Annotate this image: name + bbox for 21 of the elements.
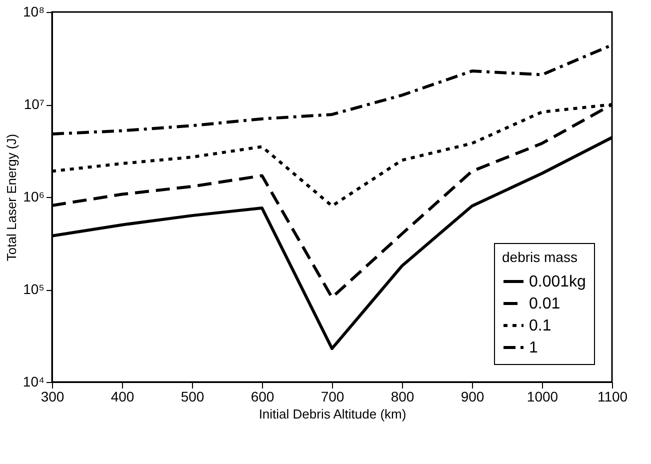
y-tick-label: 10⁷ bbox=[24, 96, 44, 112]
x-tick-label: 1100 bbox=[597, 388, 628, 404]
legend-title: debris mass bbox=[502, 249, 578, 265]
x-tick-label: 500 bbox=[180, 388, 204, 404]
legend-label: 0.01 bbox=[529, 296, 560, 312]
legend-label: 1 bbox=[529, 340, 538, 356]
x-tick-label: 1000 bbox=[526, 388, 558, 404]
x-tick-label: 600 bbox=[250, 388, 274, 404]
y-axis-title: Total Laser Energy (J) bbox=[4, 134, 19, 262]
x-tick-label: 300 bbox=[40, 388, 64, 404]
x-tick-label: 800 bbox=[390, 388, 414, 404]
x-tick-label: 900 bbox=[460, 388, 484, 404]
y-tick-label: 10⁶ bbox=[23, 188, 44, 204]
y-tick-label: 10⁵ bbox=[23, 281, 44, 297]
x-tick-label: 700 bbox=[320, 388, 344, 404]
legend-label: 0.001kg bbox=[529, 274, 586, 290]
y-tick-label: 10⁸ bbox=[23, 4, 45, 20]
x-tick-label: 400 bbox=[110, 388, 134, 404]
legend-label: 0.1 bbox=[529, 318, 552, 334]
y-tick-label: 10⁴ bbox=[22, 374, 44, 390]
x-axis-title: Initial Debris Altitude (km) bbox=[258, 406, 406, 422]
